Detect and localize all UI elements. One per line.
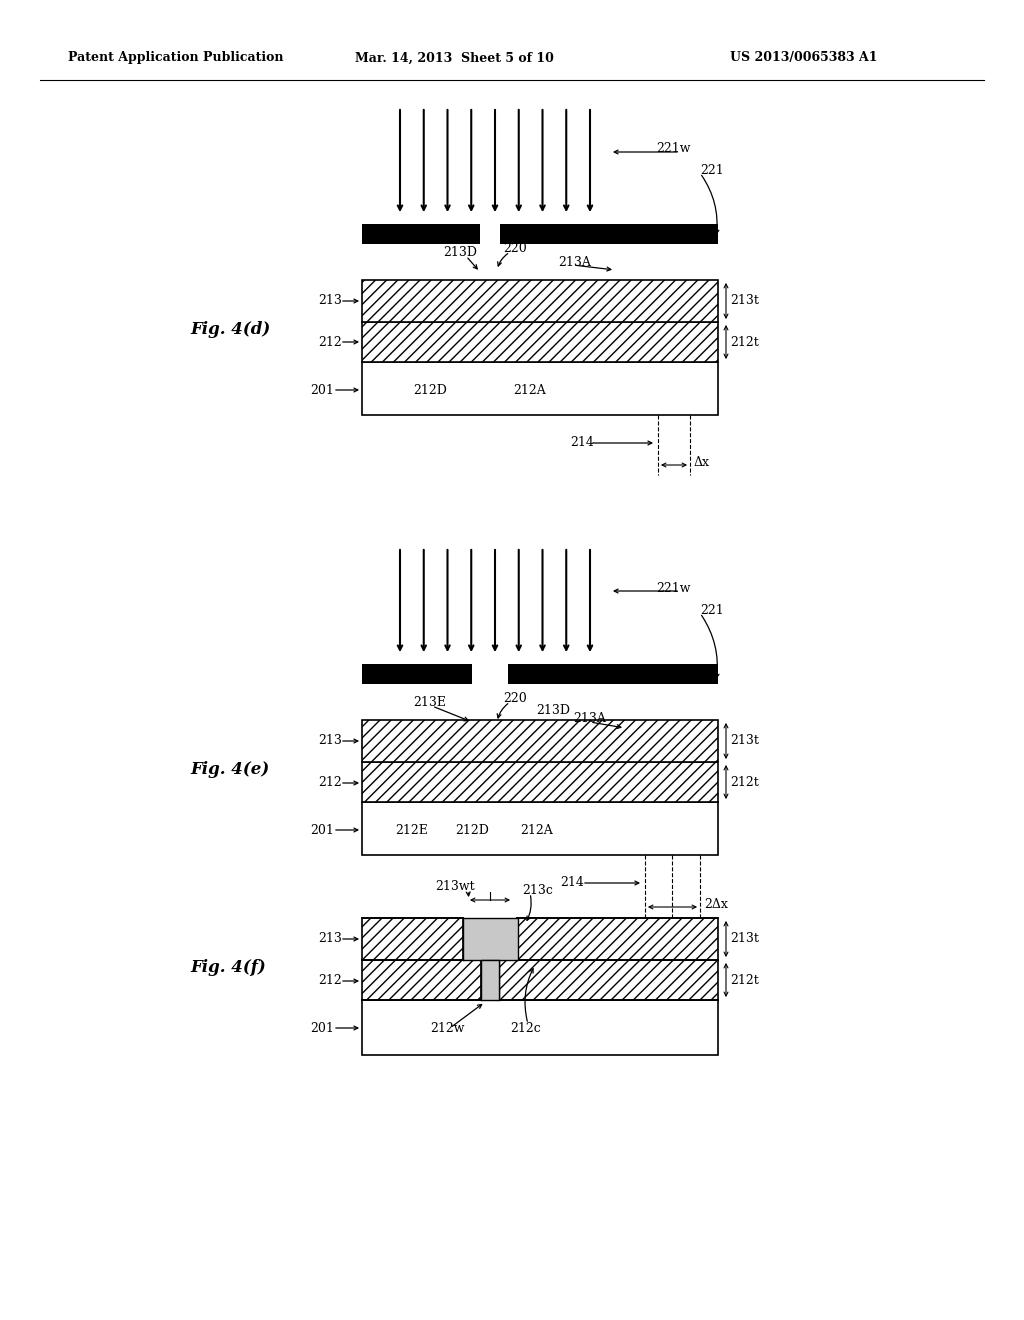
Bar bbox=[500, 224, 718, 244]
Text: 213E: 213E bbox=[413, 696, 446, 709]
Bar bbox=[362, 664, 472, 684]
Text: Mar. 14, 2013  Sheet 5 of 10: Mar. 14, 2013 Sheet 5 of 10 bbox=[355, 51, 554, 65]
Text: 212D: 212D bbox=[413, 384, 446, 396]
Text: 213t: 213t bbox=[730, 294, 759, 308]
Text: 221w: 221w bbox=[656, 141, 690, 154]
Bar bbox=[481, 960, 499, 1001]
Bar bbox=[362, 280, 718, 322]
Text: 213t: 213t bbox=[730, 734, 759, 747]
Bar bbox=[362, 960, 481, 1001]
Text: 212t: 212t bbox=[730, 776, 759, 788]
Text: 213A: 213A bbox=[573, 711, 606, 725]
Bar bbox=[463, 917, 518, 960]
Text: Fig. 4(e): Fig. 4(e) bbox=[190, 762, 269, 779]
Text: 201: 201 bbox=[310, 384, 334, 396]
Text: Patent Application Publication: Patent Application Publication bbox=[68, 51, 284, 65]
Text: 213c: 213c bbox=[522, 883, 553, 896]
Text: 221: 221 bbox=[700, 603, 724, 616]
Text: 213D: 213D bbox=[536, 704, 570, 717]
Bar bbox=[362, 719, 718, 762]
Bar bbox=[362, 803, 718, 855]
Text: 213A: 213A bbox=[558, 256, 591, 268]
Text: 212A: 212A bbox=[520, 824, 553, 837]
Text: 212E: 212E bbox=[395, 824, 428, 837]
Text: 212: 212 bbox=[318, 776, 342, 789]
Text: Δx: Δx bbox=[694, 457, 710, 470]
Text: 213wt: 213wt bbox=[435, 879, 475, 892]
Text: 212t: 212t bbox=[730, 974, 759, 986]
Text: 220: 220 bbox=[503, 242, 526, 255]
Text: 220: 220 bbox=[503, 692, 526, 705]
Text: 213D: 213D bbox=[443, 246, 477, 259]
Text: 212: 212 bbox=[318, 335, 342, 348]
Text: 212w: 212w bbox=[430, 1022, 465, 1035]
Text: 221w: 221w bbox=[656, 582, 690, 594]
Bar bbox=[362, 762, 718, 803]
Text: 213t: 213t bbox=[730, 932, 759, 945]
Text: 213: 213 bbox=[318, 932, 342, 945]
Text: Fig. 4(f): Fig. 4(f) bbox=[190, 960, 266, 977]
Text: 213: 213 bbox=[318, 294, 342, 308]
Text: US 2013/0065383 A1: US 2013/0065383 A1 bbox=[730, 51, 878, 65]
Text: 2Δx: 2Δx bbox=[705, 899, 728, 912]
Text: 221: 221 bbox=[700, 164, 724, 177]
Bar bbox=[362, 1001, 718, 1055]
Text: 201: 201 bbox=[310, 824, 334, 837]
Text: 212c: 212c bbox=[510, 1022, 541, 1035]
Bar bbox=[362, 224, 480, 244]
Bar bbox=[517, 917, 718, 960]
Text: Fig. 4(d): Fig. 4(d) bbox=[190, 322, 270, 338]
Text: 212D: 212D bbox=[455, 824, 488, 837]
Text: 212t: 212t bbox=[730, 335, 759, 348]
Text: 214: 214 bbox=[560, 876, 584, 890]
Text: 212: 212 bbox=[318, 974, 342, 987]
Bar bbox=[499, 960, 718, 1001]
Text: 212A: 212A bbox=[513, 384, 546, 396]
Bar bbox=[362, 362, 718, 414]
Bar bbox=[508, 664, 718, 684]
Text: 214: 214 bbox=[570, 437, 594, 450]
Text: 201: 201 bbox=[310, 1022, 334, 1035]
Bar bbox=[362, 322, 718, 362]
Bar bbox=[362, 917, 463, 960]
Text: 213: 213 bbox=[318, 734, 342, 747]
